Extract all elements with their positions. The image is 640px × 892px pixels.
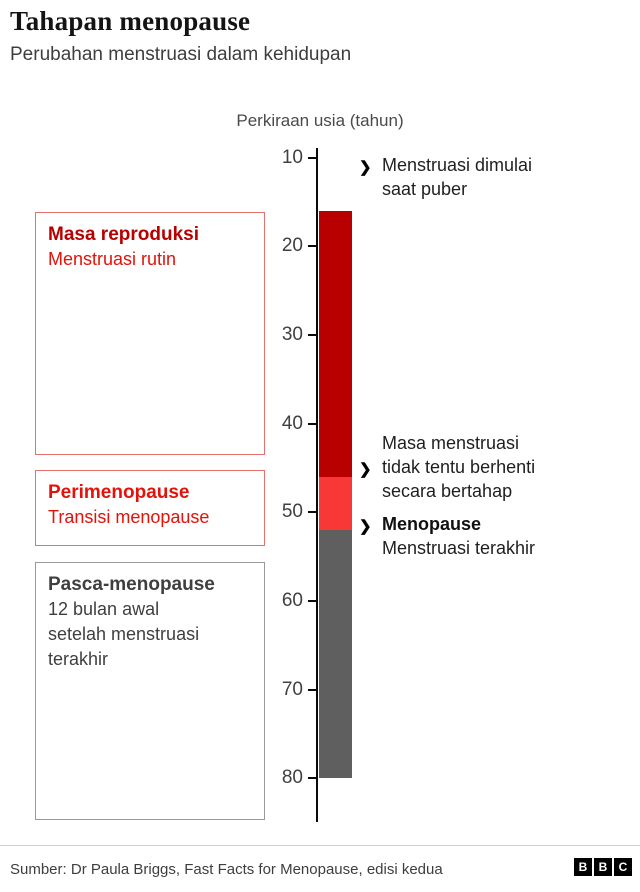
bbc-logo-letter: B [594, 858, 612, 876]
axis-tick-label: 40 [281, 413, 303, 434]
stage-box-pasca-menopause: Pasca-menopause 12 bulan awal setelah me… [35, 562, 265, 820]
annotation-puber: Menstruasi dimulai saat puber [382, 153, 532, 201]
axis-tick-label: 80 [281, 767, 303, 788]
axis-tick-label: 50 [281, 501, 303, 522]
stage-desc: Menstruasi rutin [48, 249, 177, 269]
bar-segment-pasca-menopause [319, 530, 352, 778]
annotation-line: Masa menstruasi [382, 433, 520, 453]
bar-segment-perimenopause [319, 477, 352, 530]
page-title: Tahapan menopause [10, 6, 251, 36]
stage-title: Perimenopause [48, 482, 190, 503]
annotation-line: Menstruasi dimulai [382, 155, 533, 175]
annotation-title: Menopause [382, 514, 482, 534]
arrow-right-icon: ❯ [359, 159, 372, 176]
annotation-line: saat puber [382, 179, 468, 199]
axis-tick-label: 60 [281, 590, 303, 611]
axis-tick-label: 10 [281, 147, 303, 168]
axis-tick-10 [308, 157, 318, 159]
bar-segment-reproduksi [319, 211, 352, 477]
page-subtitle: Perubahan menstruasi dalam kehidupan [10, 44, 352, 65]
stage-title: Masa reproduksi [48, 224, 199, 245]
annotation-line: Menstruasi terakhir [382, 538, 536, 558]
stage-box-perimenopause: Perimenopause Transisi menopause [35, 470, 265, 546]
bbc-logo: B B C [574, 858, 632, 876]
annotation-menopause: Menopause Menstruasi terakhir [382, 512, 535, 560]
axis-tick-50 [308, 511, 318, 513]
axis-tick-label: 30 [281, 324, 303, 345]
axis-tick-80 [308, 777, 318, 779]
axis-tick-70 [308, 689, 318, 691]
stage-desc: 12 bulan awal [48, 599, 160, 619]
annotation-perimenopause: Masa menstruasi tidak tentu berhenti sec… [382, 431, 535, 503]
axis-title: Perkiraan usia (tahun) [236, 111, 404, 130]
axis-tick-label: 20 [281, 235, 303, 256]
stage-title: Pasca-menopause [48, 574, 215, 595]
bbc-logo-letter: B [574, 858, 592, 876]
arrow-right-icon: ❯ [359, 518, 372, 535]
source-credit: Sumber: Dr Paula Briggs, Fast Facts for … [10, 861, 443, 878]
bbc-logo-letter: C [614, 858, 632, 876]
age-axis-line [316, 148, 318, 822]
axis-tick-20 [308, 245, 318, 247]
annotation-line: secara bertahap [382, 481, 513, 501]
stage-desc: terakhir [48, 649, 109, 669]
axis-tick-60 [308, 600, 318, 602]
footer-divider [0, 845, 640, 846]
annotation-line: tidak tentu berhenti [382, 457, 536, 477]
axis-tick-label: 70 [281, 679, 303, 700]
stage-desc: Transisi menopause [48, 507, 210, 527]
axis-tick-30 [308, 334, 318, 336]
axis-tick-40 [308, 423, 318, 425]
arrow-right-icon: ❯ [359, 461, 372, 478]
stage-desc: setelah menstruasi [48, 624, 200, 644]
stage-box-reproduksi: Masa reproduksi Menstruasi rutin [35, 212, 265, 455]
